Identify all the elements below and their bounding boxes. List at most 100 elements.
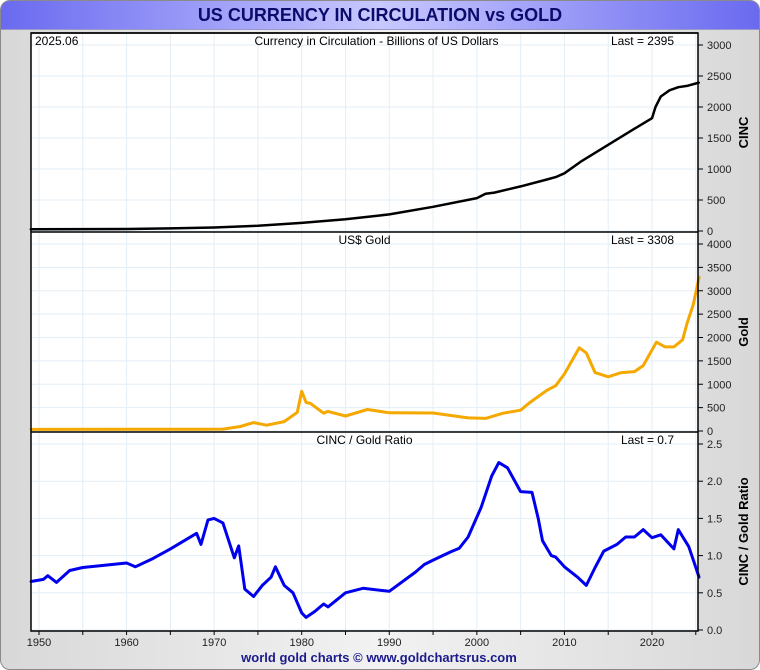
data-point xyxy=(222,522,224,524)
data-point xyxy=(68,569,71,572)
plot-background xyxy=(31,33,698,631)
data-point xyxy=(563,373,566,375)
data-point xyxy=(388,213,391,216)
data-point xyxy=(344,415,347,417)
data-point xyxy=(484,417,487,420)
data-point xyxy=(169,227,172,230)
x-tick-label: 1970 xyxy=(202,637,226,649)
data-point xyxy=(252,595,255,598)
data-point xyxy=(673,548,675,550)
y-tick-label: 2000 xyxy=(707,333,731,345)
data-point xyxy=(388,411,391,414)
y-tick-label: 2500 xyxy=(707,71,731,83)
y-tick-label: 1000 xyxy=(707,379,731,391)
data-point xyxy=(300,612,303,614)
data-point xyxy=(546,389,548,392)
x-tick-label: 1990 xyxy=(377,637,401,649)
data-point xyxy=(585,352,588,354)
data-point xyxy=(257,224,259,227)
data-point xyxy=(46,574,49,577)
data-point xyxy=(673,346,675,348)
panel-title: CINC / Gold Ratio xyxy=(316,433,412,447)
data-point xyxy=(537,517,539,520)
data-point xyxy=(125,562,128,564)
data-point xyxy=(528,402,531,404)
data-point xyxy=(692,303,694,306)
y-axis-label: CINC / Gold Ratio xyxy=(736,477,751,585)
y-tick-label: 4000 xyxy=(707,239,731,251)
data-point xyxy=(633,536,636,538)
data-point xyxy=(200,543,202,546)
footer-credit[interactable]: world gold charts © www.goldchartsrus.co… xyxy=(241,650,517,665)
data-point xyxy=(300,390,303,393)
x-tick-label: 2000 xyxy=(465,637,489,649)
data-point xyxy=(642,364,645,367)
data-point xyxy=(681,339,684,341)
data-point xyxy=(261,584,264,587)
data-point xyxy=(664,346,666,348)
data-point xyxy=(698,577,701,579)
data-point xyxy=(581,160,583,162)
data-point xyxy=(213,517,215,520)
data-point xyxy=(327,606,329,608)
data-point xyxy=(519,409,522,411)
y-tick-label: 3000 xyxy=(707,40,731,52)
y-tick-label: 0 xyxy=(707,426,713,438)
data-point xyxy=(270,576,272,578)
title-bar: US CURRENCY IN CIRCULATION vs GOLD xyxy=(1,1,759,30)
x-tick-label: 2010 xyxy=(552,637,576,649)
data-point xyxy=(414,571,417,573)
data-point xyxy=(554,176,557,178)
data-point xyxy=(467,536,469,538)
data-point xyxy=(620,371,623,374)
data-point xyxy=(300,222,303,224)
data-point xyxy=(322,603,325,605)
y-tick-label: 0.0 xyxy=(707,625,722,637)
y-tick-label: 2.0 xyxy=(707,476,722,488)
data-point xyxy=(698,275,701,278)
data-point xyxy=(252,421,255,424)
data-point xyxy=(125,228,128,230)
data-point xyxy=(55,581,58,584)
data-point xyxy=(578,346,581,349)
date-label: 2025.06 xyxy=(35,34,79,48)
panel-title: Currency in Circulation - Billions of US… xyxy=(254,34,498,48)
data-point xyxy=(519,490,522,493)
data-point xyxy=(554,556,557,558)
data-point xyxy=(686,322,688,325)
data-point xyxy=(519,185,522,188)
data-point xyxy=(686,85,688,87)
data-point xyxy=(467,417,469,419)
data-point xyxy=(698,81,701,84)
y-tick-label: 3500 xyxy=(707,262,731,274)
data-point xyxy=(237,545,240,547)
data-point xyxy=(576,576,579,578)
chart-title: US CURRENCY IN CIRCULATION vs GOLD xyxy=(197,5,563,25)
data-point xyxy=(668,89,671,92)
data-point xyxy=(344,592,347,594)
data-point xyxy=(497,461,500,464)
data-point xyxy=(554,384,557,387)
y-tick-label: 2000 xyxy=(707,102,731,114)
data-point xyxy=(195,428,198,431)
data-point xyxy=(243,588,246,590)
data-point xyxy=(423,563,426,566)
data-point xyxy=(633,127,636,130)
data-point xyxy=(624,536,627,538)
last-value-label: Last = 2395 xyxy=(611,34,674,48)
data-point xyxy=(222,428,224,430)
data-point xyxy=(169,548,172,550)
data-point xyxy=(362,587,364,590)
data-point xyxy=(603,550,605,552)
panel-title: US$ Gold xyxy=(338,233,390,247)
data-point xyxy=(239,425,242,428)
y-tick-label: 1.5 xyxy=(707,513,722,525)
y-tick-label: 1000 xyxy=(707,164,731,176)
y-tick-label: 500 xyxy=(707,403,725,415)
data-point xyxy=(493,191,496,194)
data-point xyxy=(687,545,690,548)
data-point xyxy=(432,412,434,414)
data-point xyxy=(541,539,544,542)
plot-outline xyxy=(30,32,699,632)
